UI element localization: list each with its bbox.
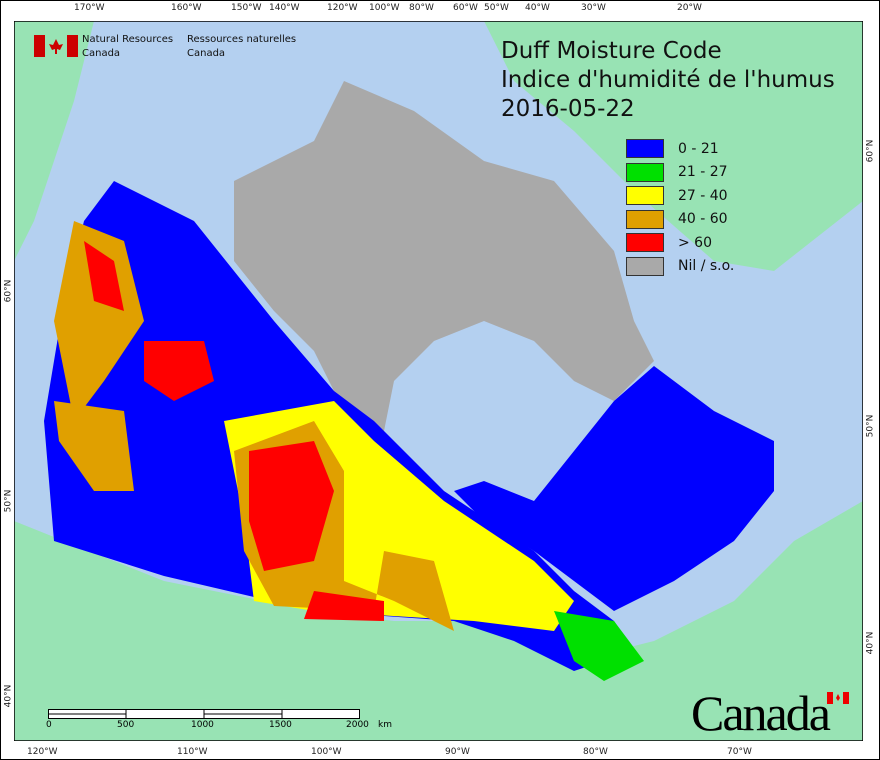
legend: 0 - 21 21 - 27 27 - 40 40 - 60 > 60 Nil / s.o… [626, 137, 734, 278]
legend-label: 40 - 60 [678, 211, 728, 228]
tick-label: 100°W [311, 747, 342, 757]
sask-red [304, 591, 384, 621]
tick-label: 80°W [409, 3, 434, 13]
tick-label: 60°N [865, 139, 876, 163]
yukon-orange [54, 221, 144, 421]
scale-label: 0 [46, 720, 52, 730]
tick-label: 60°N [3, 279, 14, 303]
greenland-land [484, 21, 863, 271]
tick-label: 120°W [327, 3, 358, 13]
alberta-red [249, 441, 334, 571]
canada-flag-icon [34, 35, 78, 57]
tick-label: 160°W [171, 3, 202, 13]
wordmark-flag-icon [827, 692, 849, 704]
bc-orange [54, 401, 134, 491]
tick-label: 40°W [525, 3, 550, 13]
map-canvas [14, 21, 863, 741]
legend-item: Nil / s.o. [626, 255, 734, 279]
canada-wordmark: Canada [691, 685, 831, 741]
tick-label: 150°W [231, 3, 262, 13]
tick-label: 50°N [865, 414, 876, 438]
scale-unit: km [378, 720, 392, 730]
ontario-green [554, 611, 644, 681]
legend-item: > 60 [626, 231, 734, 255]
tick-label: 40°N [865, 631, 876, 655]
legend-item: 21 - 27 [626, 161, 734, 185]
alaska-land [14, 21, 94, 261]
tick-label: 80°W [583, 747, 608, 757]
tick-label: 30°W [581, 3, 606, 13]
legend-swatch [626, 256, 664, 276]
tick-label: 40°N [3, 684, 14, 708]
tick-label: 70°W [727, 747, 752, 757]
agency-fr-line1: Ressources naturelles [187, 34, 297, 45]
tick-label: 20°W [677, 3, 702, 13]
legend-swatch [626, 162, 664, 182]
title-en: Duff Moisture Code [501, 38, 722, 64]
legend-label: 0 - 21 [678, 140, 719, 157]
tick-label: 120°W [27, 747, 58, 757]
tick-label: 50°W [484, 3, 509, 13]
scale-label: 1000 [191, 720, 214, 730]
title-fr: Indice d'humidité de l'humus [501, 67, 835, 93]
tick-label: 100°W [369, 3, 400, 13]
legend-swatch [626, 139, 664, 159]
scale-bar-graphic [48, 709, 360, 719]
legend-swatch [626, 209, 664, 229]
tick-label: 60°W [453, 3, 478, 13]
legend-item: 0 - 21 [626, 137, 734, 161]
agency-en-line2: Canada [82, 48, 121, 59]
agency-fr-line2: Canada [187, 48, 226, 59]
legend-item: 27 - 40 [626, 184, 734, 208]
legend-label: > 60 [678, 234, 712, 251]
legend-label: 27 - 40 [678, 187, 728, 204]
north-red [84, 241, 214, 401]
tick-label: 110°W [177, 747, 208, 757]
agency-en-line1: Natural Resources [82, 34, 174, 45]
scale-label: 1500 [269, 720, 292, 730]
legend-item: 40 - 60 [626, 208, 734, 232]
legend-swatch [626, 186, 664, 206]
legend-swatch [626, 233, 664, 253]
scale-label: 2000 [346, 720, 369, 730]
tick-label: 170°W [74, 3, 105, 13]
tick-label: 140°W [269, 3, 300, 13]
map-title: Duff Moisture Code Indice d'humidité de … [501, 37, 835, 124]
title-date: 2016-05-22 [501, 96, 635, 122]
scale-label: 500 [117, 720, 135, 730]
quebec-region [454, 366, 774, 611]
tick-label: 50°N [3, 489, 14, 513]
tick-label: 90°W [445, 747, 470, 757]
legend-label: Nil / s.o. [678, 258, 735, 275]
scale-bar: 0 500 1000 1500 2000 km [46, 706, 392, 730]
legend-label: 21 - 27 [678, 164, 728, 181]
arctic-nodata [234, 81, 654, 431]
